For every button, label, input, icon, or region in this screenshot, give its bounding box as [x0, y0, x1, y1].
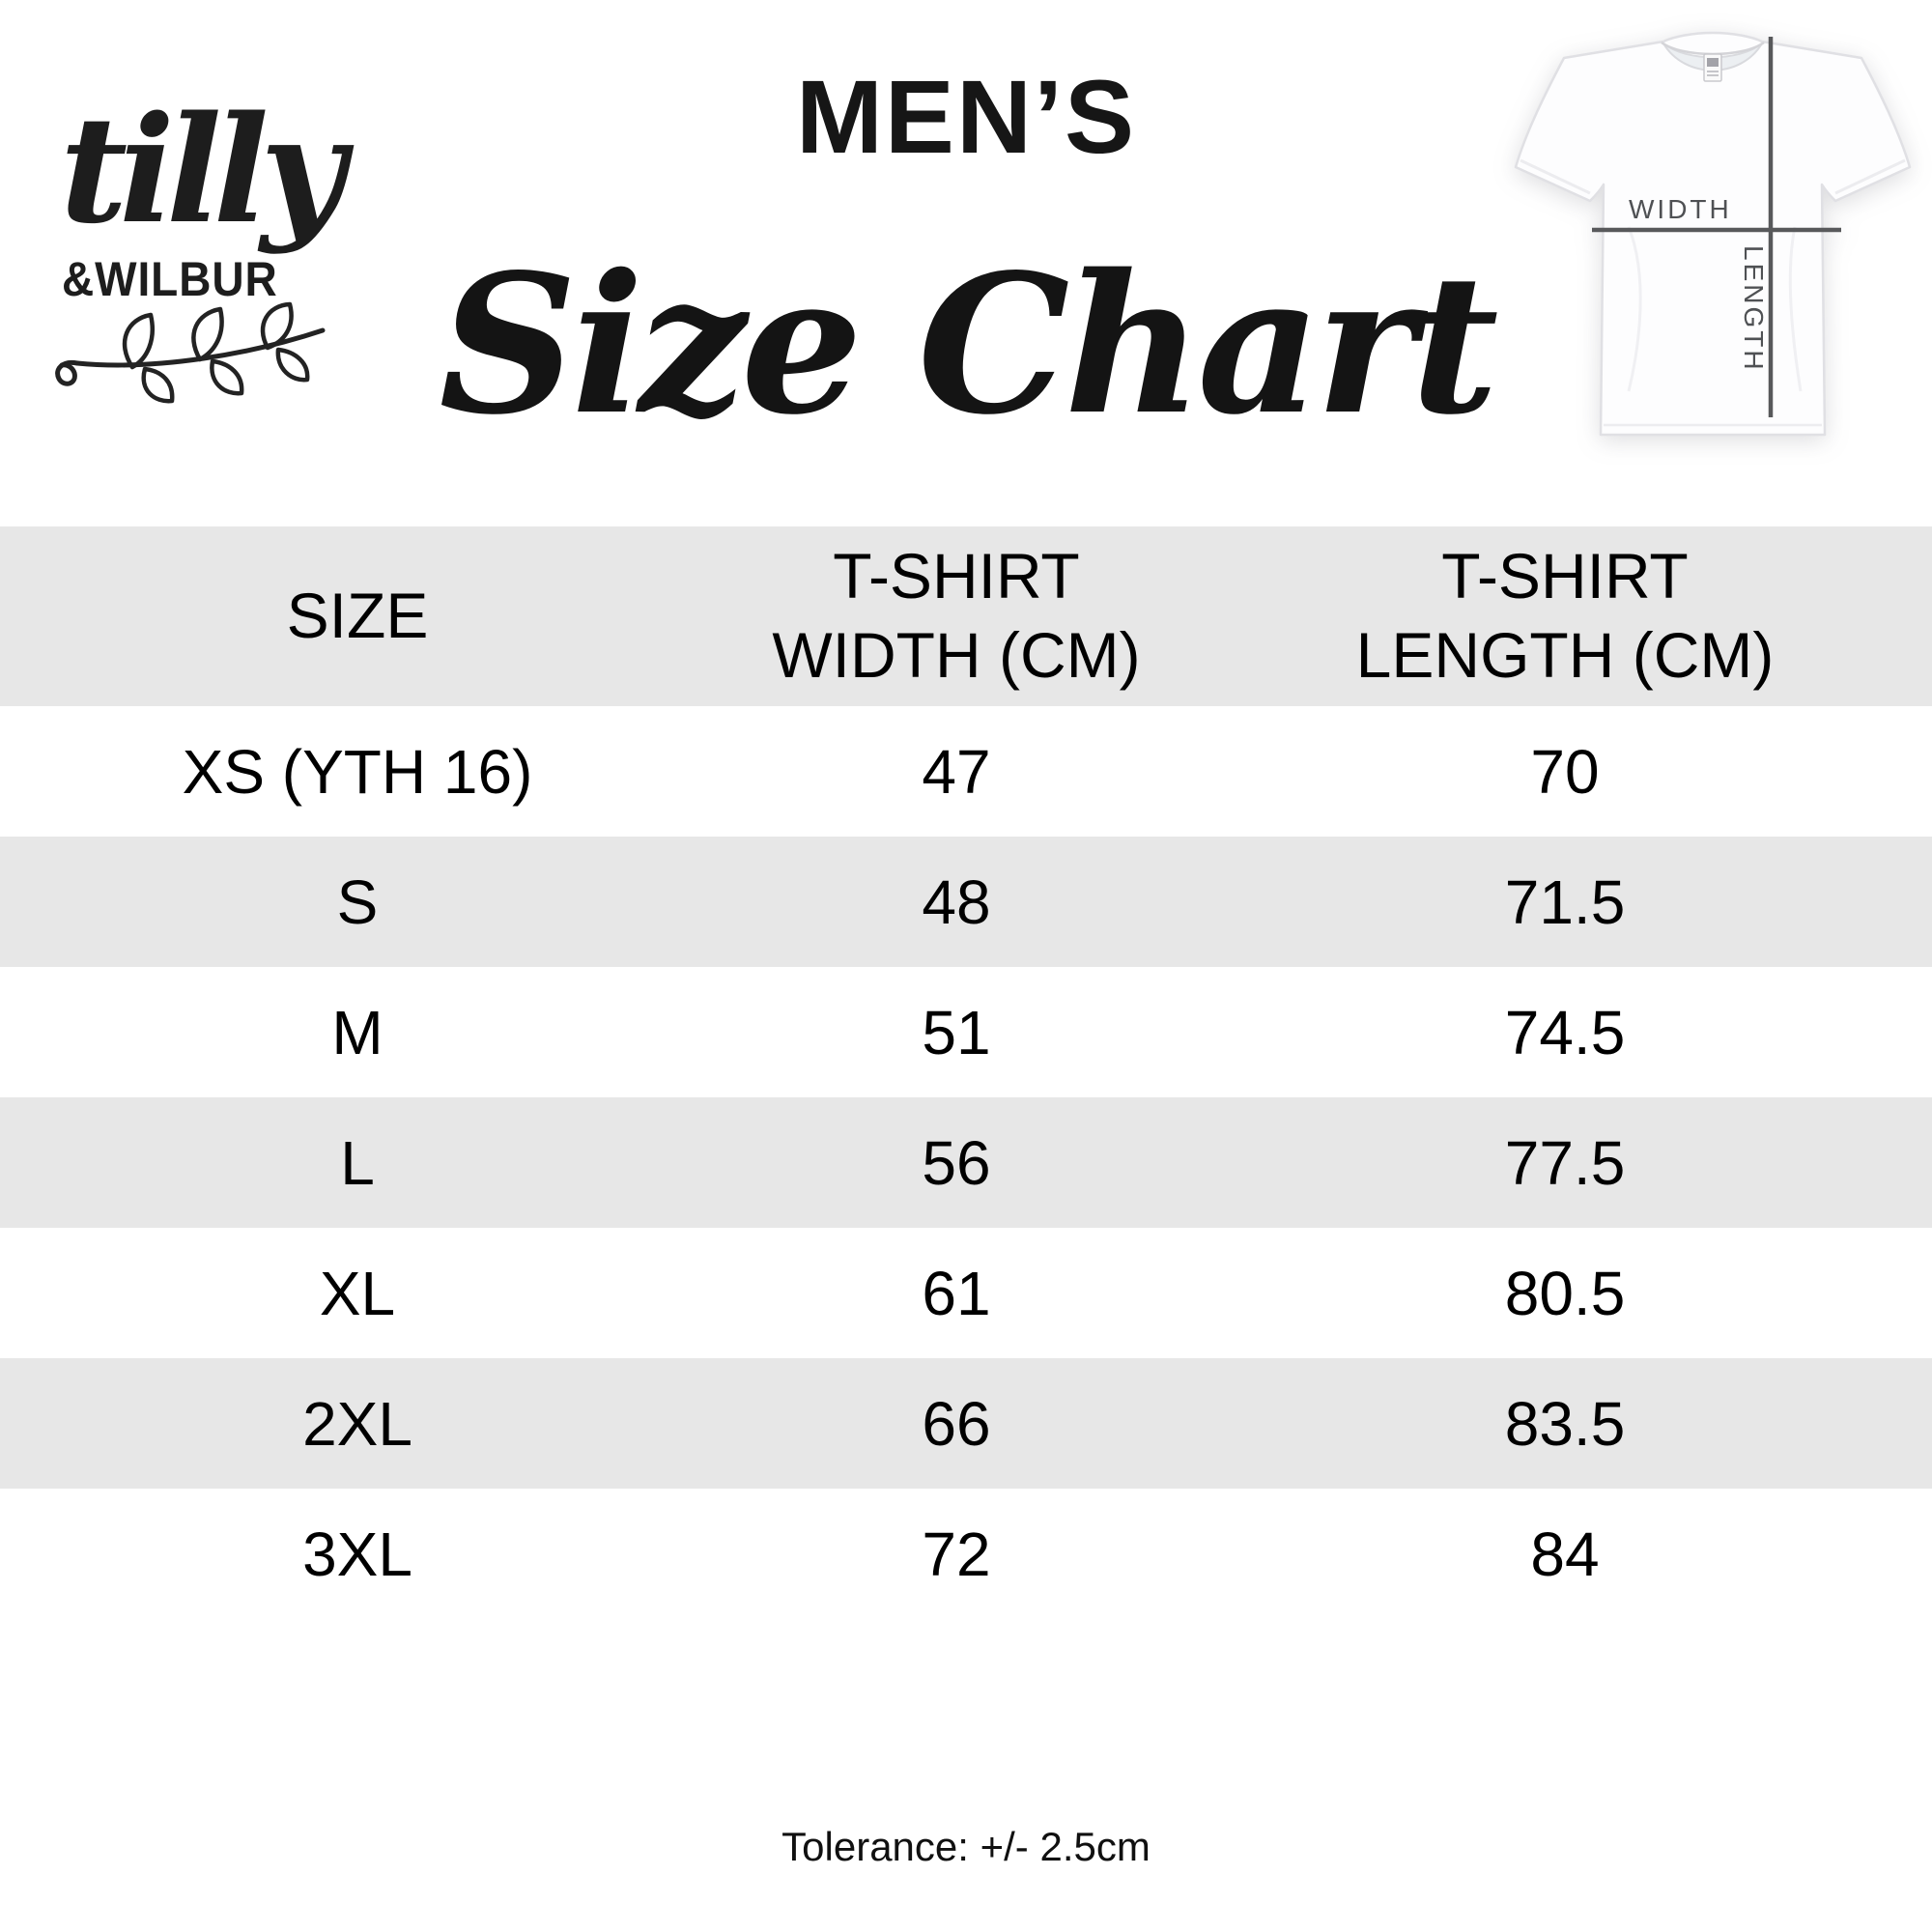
- width-cell: 66: [922, 1388, 991, 1459]
- size-cell: 2XL: [302, 1388, 412, 1459]
- length-cell: 84: [1530, 1519, 1600, 1589]
- size-cell: XL: [319, 1258, 396, 1328]
- page-title: Size Chart: [439, 232, 1498, 457]
- width-cell: 61: [922, 1258, 991, 1328]
- length-cell: 77.5: [1504, 1127, 1626, 1198]
- table-row: 2XL 66 83.5: [0, 1358, 1932, 1489]
- width-cell: 48: [922, 867, 991, 937]
- width-cell: 56: [922, 1127, 991, 1198]
- size-cell: XS (YTH 16): [182, 736, 533, 807]
- width-label: WIDTH: [1629, 194, 1732, 224]
- width-cell: 51: [922, 997, 991, 1067]
- length-cell: 83.5: [1504, 1388, 1626, 1459]
- table-header-row: SIZE T-SHIRT WIDTH (CM) T-SHIRT LENGTH (…: [0, 526, 1932, 706]
- tshirt-shape: [1514, 31, 1912, 437]
- size-cell: L: [340, 1127, 375, 1198]
- column-header-length: T-SHIRT LENGTH (CM): [1355, 540, 1775, 691]
- length-cell: 80.5: [1504, 1258, 1626, 1328]
- length-cell: 71.5: [1504, 867, 1626, 937]
- laurel-branch-icon: [55, 301, 326, 404]
- brand-logo-caps: &WILBUR: [62, 252, 278, 306]
- length-cell: 70: [1530, 736, 1600, 807]
- column-header-width: T-SHIRT WIDTH (CM): [772, 540, 1141, 691]
- length-label: LENGTH: [1739, 245, 1769, 373]
- size-table: SIZE T-SHIRT WIDTH (CM) T-SHIRT LENGTH (…: [0, 526, 1932, 1619]
- table-row: 3XL 72 84: [0, 1489, 1932, 1619]
- table-row: S 48 71.5: [0, 837, 1932, 967]
- size-cell: 3XL: [302, 1519, 412, 1589]
- size-cell: M: [331, 997, 384, 1067]
- table-row: XS (YTH 16) 47 70: [0, 706, 1932, 837]
- tshirt-measure-diagram: WIDTH LENGTH: [1503, 19, 1922, 459]
- brand-logo-script: tilly: [60, 83, 346, 256]
- table-row: XL 61 80.5: [0, 1228, 1932, 1358]
- table-row: L 56 77.5: [0, 1097, 1932, 1228]
- column-header-size: SIZE: [286, 580, 429, 652]
- length-cell: 74.5: [1504, 997, 1626, 1067]
- width-cell: 72: [922, 1519, 991, 1589]
- tolerance-note: Tolerance: +/- 2.5cm: [781, 1824, 1151, 1869]
- table-row: M 51 74.5: [0, 967, 1932, 1097]
- size-cell: S: [336, 867, 379, 937]
- category-heading: MEN’S: [795, 58, 1137, 175]
- width-cell: 47: [922, 736, 991, 807]
